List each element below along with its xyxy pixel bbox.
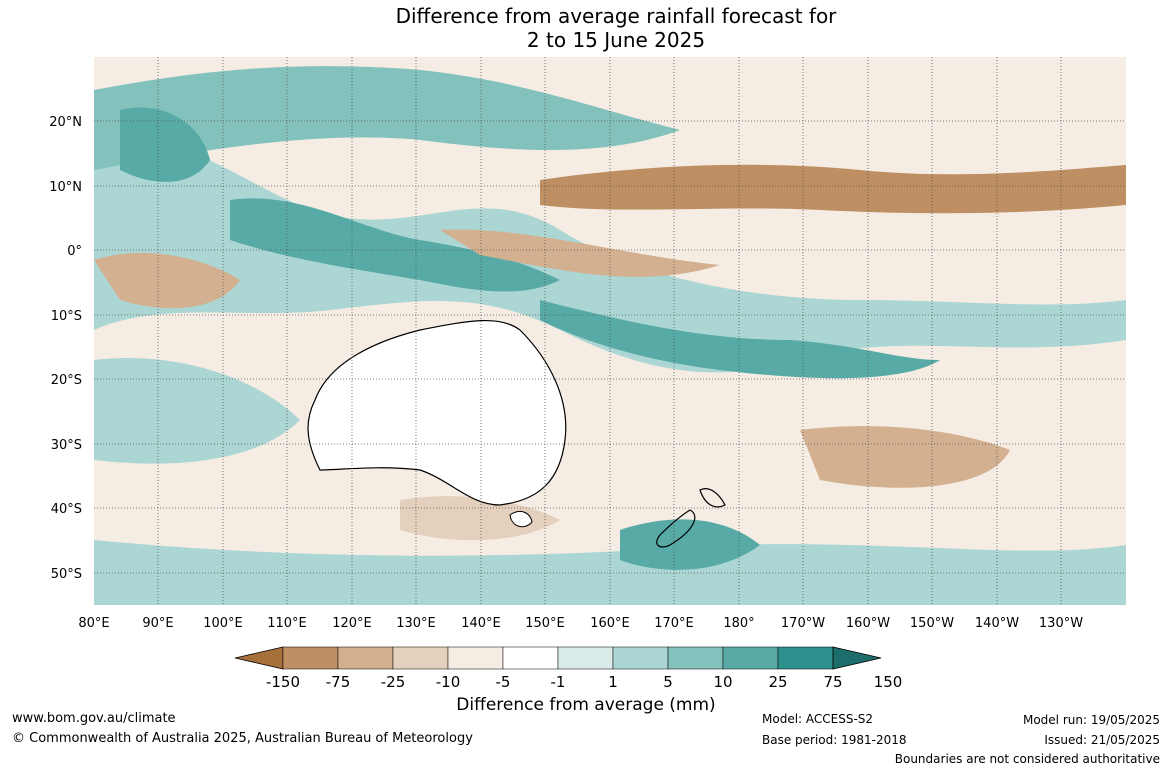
colorbar-segment <box>282 646 339 670</box>
lon-label: 150°E <box>525 616 565 631</box>
lon-label: 140°E <box>461 616 501 631</box>
boundary-disclaimer: Boundaries are not considered authoritat… <box>894 752 1160 766</box>
longitude-labels: 80°E 90°E 100°E 110°E 120°E 130°E 140°E … <box>78 616 1083 631</box>
colorbar: -150 -75 -25 -10 -5 -1 1 5 10 25 75 150 <box>234 646 903 691</box>
lat-label: 50°S <box>51 567 82 582</box>
model-name: Model: ACCESS-S2 <box>762 712 874 726</box>
lon-label: 90°E <box>142 616 173 631</box>
colorbar-segment <box>502 646 559 670</box>
lon-label: 130°E <box>396 616 436 631</box>
lon-label: 150°W <box>910 616 954 631</box>
copyright-notice: © Commonwealth of Australia 2025, Austra… <box>12 731 473 746</box>
issued-date: Issued: 21/05/2025 <box>1044 733 1160 747</box>
map-title: Difference from average rainfall forecas… <box>0 4 1173 52</box>
lat-label: 20°N <box>49 115 82 130</box>
graticule <box>94 57 1126 605</box>
lat-label: 20°S <box>51 373 82 388</box>
colorbar-title: Difference from average (mm) <box>456 695 716 715</box>
colorbar-tick-label: -1 <box>551 673 566 691</box>
latitude-labels: 20°N 10°N 0° 10°S 20°S 30°S 40°S 50°S <box>49 115 82 582</box>
colorbar-tick-label: 75 <box>823 673 842 691</box>
rainfall-anomaly-field <box>94 57 1126 605</box>
colorbar-tick-label: 10 <box>713 673 732 691</box>
lon-label: 170°W <box>781 616 825 631</box>
colorbar-segment <box>337 646 394 670</box>
colorbar-tick-label: 1 <box>608 673 618 691</box>
colorbar-max-arrow <box>832 646 882 670</box>
colorbar-tick-label: -150 <box>266 673 300 691</box>
lon-label: 130°W <box>1039 616 1083 631</box>
lon-label: 160°E <box>590 616 630 631</box>
model-run-date: Model run: 19/05/2025 <box>1022 713 1160 727</box>
lat-label: 30°S <box>51 438 82 453</box>
lon-label: 170°E <box>654 616 694 631</box>
lat-label: 40°S <box>51 502 82 517</box>
lon-label: 80°E <box>78 616 109 631</box>
lon-label: 120°E <box>332 616 372 631</box>
lat-label: 0° <box>67 244 82 259</box>
website-url[interactable]: www.bom.gov.au/climate <box>12 711 176 726</box>
lat-label: 10°S <box>51 309 82 324</box>
title-line-1: Difference from average rainfall forecas… <box>395 4 837 28</box>
colorbar-min-arrow <box>234 646 284 670</box>
colorbar-tick-label: -75 <box>326 673 351 691</box>
colorbar-segment <box>557 646 614 670</box>
lat-label: 10°N <box>49 180 82 195</box>
colorbar-tick-label: 25 <box>768 673 787 691</box>
colorbar-segment <box>722 646 779 670</box>
lon-label: 110°E <box>267 616 307 631</box>
lon-label: 180° <box>723 616 754 631</box>
colorbar-tick-label: -10 <box>436 673 461 691</box>
colorbar-segment <box>612 646 669 670</box>
title-line-2: 2 to 15 June 2025 <box>526 28 706 52</box>
colorbar-segment <box>777 646 834 670</box>
colorbar-tick-label: -5 <box>496 673 511 691</box>
colorbar-segment <box>667 646 724 670</box>
colorbar-segment <box>447 646 504 670</box>
colorbar-segment <box>392 646 449 670</box>
colorbar-tick-label: 150 <box>874 673 903 691</box>
lon-label: 140°W <box>975 616 1019 631</box>
lon-label: 100°E <box>203 616 243 631</box>
colorbar-tick-label: -25 <box>381 673 406 691</box>
lon-label: 160°W <box>846 616 890 631</box>
base-period: Base period: 1981-2018 <box>762 733 907 747</box>
colorbar-tick-label: 5 <box>663 673 673 691</box>
